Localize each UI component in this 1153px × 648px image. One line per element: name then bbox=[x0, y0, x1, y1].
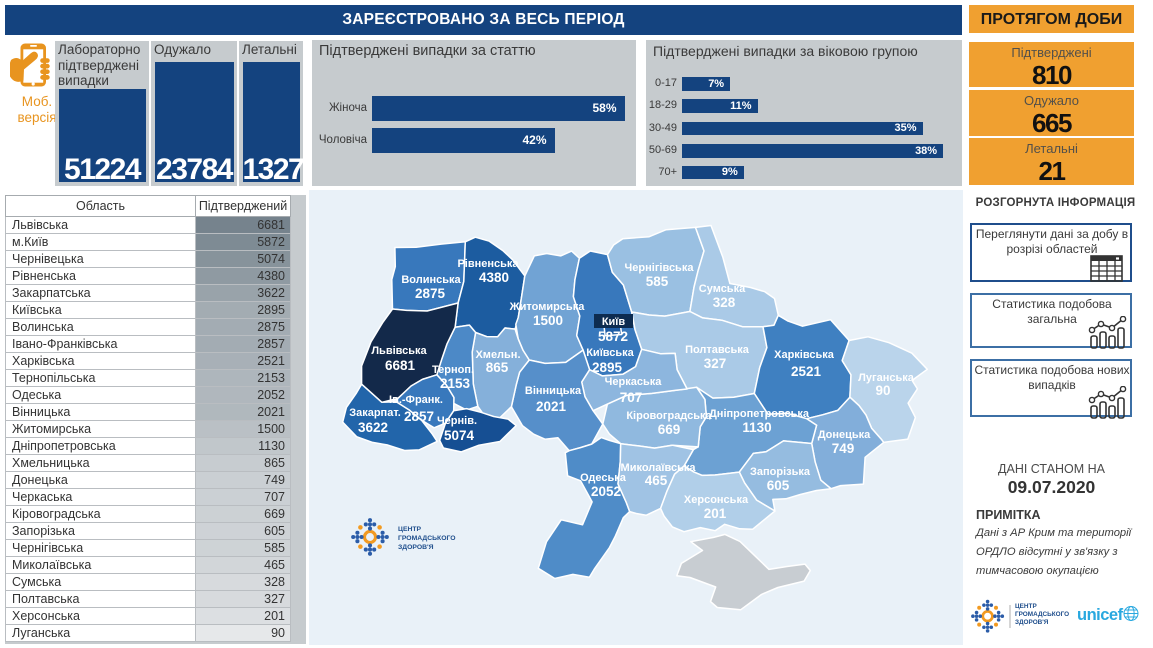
svg-text:3622: 3622 bbox=[358, 420, 388, 435]
svg-text:4380: 4380 bbox=[479, 270, 509, 285]
svg-text:2021: 2021 bbox=[536, 399, 567, 414]
svg-text:Кіровоградська: Кіровоградська bbox=[626, 410, 712, 422]
svg-text:Житомирська: Житомирська bbox=[509, 301, 586, 313]
svg-text:ЗДОРОВ'Я: ЗДОРОВ'Я bbox=[398, 544, 434, 551]
svg-text:Донецька: Донецька bbox=[818, 429, 871, 441]
svg-text:Хмельн.: Хмельн. bbox=[475, 349, 520, 361]
svg-text:2052: 2052 bbox=[591, 484, 621, 499]
svg-text:ГРОМАДСЬКОГО: ГРОМАДСЬКОГО bbox=[1015, 611, 1069, 618]
svg-text:Миколаївська: Миколаївська bbox=[621, 462, 697, 474]
svg-text:327: 327 bbox=[704, 356, 727, 371]
svg-text:Дніпропетровська: Дніпропетровська bbox=[709, 408, 810, 420]
svg-text:Одеська: Одеська bbox=[580, 472, 627, 484]
svg-text:585: 585 bbox=[646, 274, 669, 289]
svg-text:Черкаська: Черкаська bbox=[605, 376, 663, 388]
svg-text:201: 201 bbox=[704, 506, 727, 521]
svg-text:605: 605 bbox=[767, 478, 790, 493]
svg-text:Київська: Київська bbox=[586, 347, 634, 359]
svg-text:Чернів.: Чернів. bbox=[437, 415, 477, 427]
svg-text:Моб.: Моб. bbox=[22, 94, 52, 109]
svg-text:5872: 5872 bbox=[598, 329, 628, 344]
svg-text:90: 90 bbox=[875, 383, 890, 398]
svg-text:2153: 2153 bbox=[440, 376, 471, 391]
svg-text:Полтавська: Полтавська bbox=[685, 344, 750, 356]
svg-text:465: 465 bbox=[645, 473, 668, 488]
svg-text:Сумська: Сумська bbox=[699, 283, 746, 295]
svg-text:Ів.-Франк.: Ів.-Франк. bbox=[389, 394, 443, 406]
svg-text:Волинська: Волинська bbox=[401, 274, 461, 286]
svg-text:2875: 2875 bbox=[415, 286, 446, 301]
svg-text:Київ: Київ bbox=[602, 316, 626, 328]
svg-text:Вінницька: Вінницька bbox=[525, 385, 582, 397]
svg-text:ГРОМАДСЬКОГО: ГРОМАДСЬКОГО bbox=[398, 535, 456, 542]
svg-text:Запорізька: Запорізька bbox=[750, 466, 811, 478]
svg-text:ЗДОРОВ'Я: ЗДОРОВ'Я bbox=[1015, 619, 1049, 626]
svg-text:6681: 6681 bbox=[385, 358, 416, 373]
svg-text:Рівненська: Рівненська bbox=[457, 258, 519, 270]
svg-text:unicef: unicef bbox=[1077, 606, 1124, 624]
svg-text:Закарпат.: Закарпат. bbox=[349, 407, 401, 419]
svg-text:2521: 2521 bbox=[791, 364, 822, 379]
svg-text:Терноп.: Терноп. bbox=[432, 364, 474, 376]
svg-text:Львівська: Львівська bbox=[371, 345, 427, 357]
svg-text:669: 669 bbox=[658, 422, 681, 437]
svg-text:1500: 1500 bbox=[533, 313, 563, 328]
svg-text:ЦЕНТР: ЦЕНТР bbox=[398, 526, 422, 533]
svg-text:Херсонська: Херсонська bbox=[684, 494, 749, 506]
svg-text:Харківська: Харківська bbox=[774, 349, 835, 361]
svg-text:865: 865 bbox=[486, 360, 509, 375]
svg-text:707: 707 bbox=[620, 390, 643, 405]
svg-text:версія: версія bbox=[17, 110, 56, 125]
svg-text:749: 749 bbox=[832, 441, 855, 456]
svg-text:2895: 2895 bbox=[592, 360, 623, 375]
svg-text:328: 328 bbox=[713, 295, 736, 310]
svg-text:5074: 5074 bbox=[444, 428, 475, 443]
svg-text:1130: 1130 bbox=[742, 420, 771, 435]
svg-text:2857: 2857 bbox=[404, 409, 434, 424]
svg-text:Луганська: Луганська bbox=[858, 372, 915, 384]
svg-text:Чернігівська: Чернігівська bbox=[625, 262, 695, 274]
svg-text:ЦЕНТР: ЦЕНТР bbox=[1015, 603, 1037, 610]
